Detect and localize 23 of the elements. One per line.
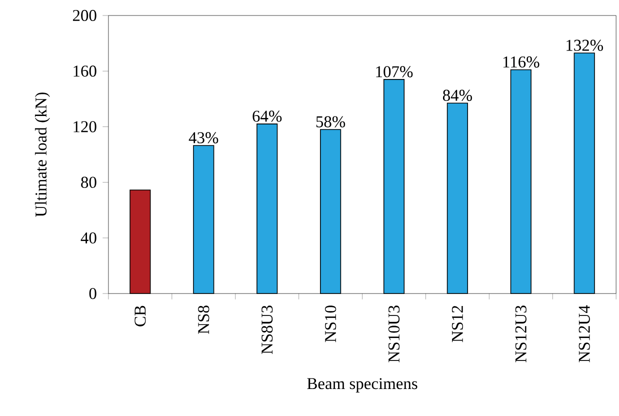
- y-tick-label: 160: [74, 66, 96, 77]
- y-tick-label: 40: [80, 232, 96, 244]
- x-tick-label: NS10U3: [388, 306, 400, 362]
- y-tick-label: 120: [74, 121, 96, 132]
- x-axis-title: Beam specimens: [307, 378, 418, 393]
- x-tick-label: NS12U4: [578, 305, 590, 362]
- annotation: 43%: [188, 132, 218, 144]
- x-tick-label: NS8: [198, 306, 210, 334]
- x-tick-label: NS12U3: [515, 306, 526, 362]
- y-tick-label: 0: [89, 288, 96, 300]
- annotation: 64%: [252, 110, 282, 122]
- y-tick-label: 80: [81, 176, 96, 188]
- annotation: 58%: [316, 116, 346, 128]
- x-tick-label: NS10: [324, 306, 336, 342]
- x-tick-label: NS8U3: [262, 306, 273, 354]
- annotation: 132%: [566, 40, 604, 52]
- annotation: 84%: [442, 90, 472, 102]
- y-axis-title: Ultimate load (kN): [34, 92, 50, 218]
- y-tick-label: 200: [72, 10, 96, 22]
- x-tick-label: CB: [134, 306, 146, 327]
- annotation: 116%: [503, 56, 540, 68]
- annotation: 107%: [376, 66, 413, 78]
- x-tick-label: NS12: [452, 306, 463, 342]
